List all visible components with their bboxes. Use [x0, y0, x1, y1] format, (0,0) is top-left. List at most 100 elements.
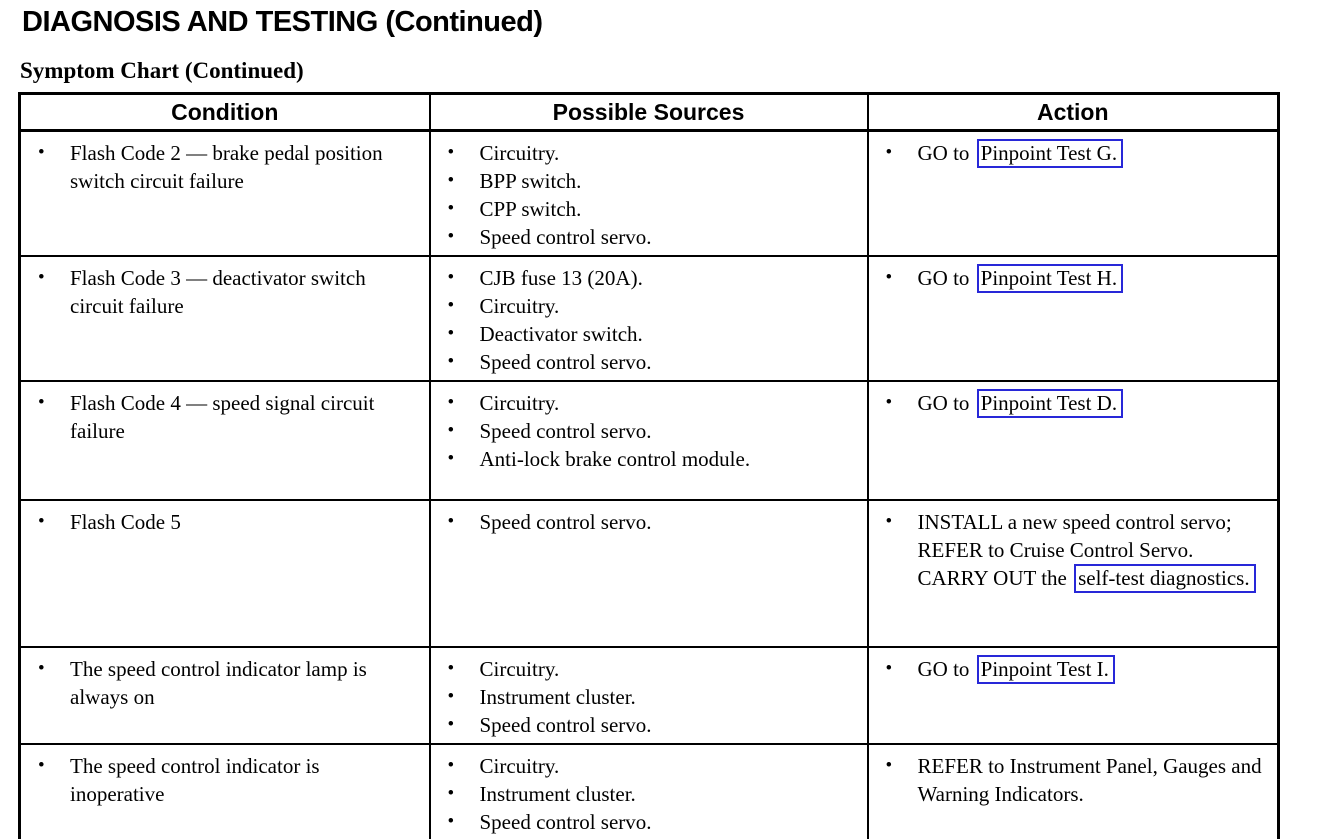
bullet-icon: •: [447, 351, 455, 372]
bullet-item: • Speed control servo.: [431, 223, 861, 251]
bullet-item: • INSTALL a new speed control servo; REFE…: [869, 508, 1272, 593]
condition-text: The speed control indicator is inoperati…: [70, 754, 320, 806]
action-text: GO to Pinpoint Test H.: [917, 264, 1272, 293]
possible-sources-cell: • Circuitry. • Instrument cluster. • Speed co…: [428, 743, 869, 839]
condition-cell: • Flash Code 3 — deactivator switch circu…: [18, 255, 431, 382]
bullet-icon: •: [447, 295, 455, 316]
bullet-icon: •: [885, 142, 893, 163]
action-cell: • GO to Pinpoint Test D.: [866, 380, 1280, 501]
possible-sources-cell: • Circuitry. • BPP switch. • CPP switch. • Spee…: [428, 129, 869, 257]
condition-cell: • Flash Code 4 — speed signal circuit fai…: [18, 380, 431, 501]
bullet-item: • Circuitry.: [431, 752, 861, 780]
action-text: REFER to Instrument Panel, Gauges and Wa…: [918, 752, 1272, 808]
bullet-icon: •: [447, 198, 455, 219]
bullet-item: • The speed control indicator lamp is alw…: [21, 655, 423, 711]
bullet-item: • GO to Pinpoint Test H.: [869, 264, 1272, 293]
source-item-text: BPP switch.: [479, 169, 582, 193]
condition-cell: • The speed control indicator is inoperat…: [18, 743, 431, 839]
bullet-item: • GO to Pinpoint Test D.: [869, 389, 1272, 418]
bullet-item: • BPP switch.: [431, 167, 861, 195]
source-item-text: Instrument cluster.: [479, 782, 636, 806]
bullet-item: • Circuitry.: [431, 655, 861, 683]
bullet-item: • Anti-lock brake control module.: [431, 445, 861, 473]
source-item-text: Speed control servo.: [479, 713, 652, 737]
possible-sources-cell: • CJB fuse 13 (20A). • Circuitry. • Deactivat…: [428, 255, 869, 382]
bullet-icon: •: [885, 755, 893, 776]
bullet-icon: •: [885, 392, 893, 413]
source-item-text: Speed control servo.: [479, 225, 652, 249]
source-item-text: Circuitry.: [479, 391, 560, 415]
condition-cell: • The speed control indicator lamp is alw…: [18, 646, 431, 745]
action-link[interactable]: self-test diagnostics.: [1074, 564, 1256, 593]
table-row: • Flash Code 4 — speed signal circuit fai…: [18, 380, 1280, 501]
source-item-text: Speed control servo.: [479, 810, 652, 834]
condition-text: Flash Code 4 — speed signal circuit fail…: [70, 391, 375, 443]
bullet-item: • GO to Pinpoint Test G.: [869, 139, 1272, 168]
table-row: • The speed control indicator lamp is alw…: [18, 646, 1280, 745]
bullet-item: • Speed control servo.: [431, 508, 861, 536]
bullet-icon: •: [447, 811, 455, 832]
action-text-segment: GO to: [917, 391, 975, 415]
bullet-item: • Instrument cluster.: [431, 780, 861, 808]
bullet-icon: •: [447, 420, 455, 441]
action-link[interactable]: Pinpoint Test H.: [976, 264, 1124, 293]
bullet-item: • Flash Code 4 — speed signal circuit fai…: [21, 389, 423, 445]
bullet-item: • Flash Code 5: [21, 508, 423, 536]
table-header-row: Condition Possible Sources Action: [18, 92, 1280, 132]
bullet-icon: •: [38, 392, 45, 413]
bullet-item: • The speed control indicator is inoperat…: [21, 752, 423, 808]
action-text: INSTALL a new speed control servo; REFER…: [917, 508, 1272, 593]
bullet-icon: •: [447, 686, 455, 707]
action-text-segment: GO to: [917, 141, 975, 165]
table-row: • Flash Code 3 — deactivator switch circu…: [18, 255, 1280, 382]
action-link[interactable]: Pinpoint Test G.: [976, 139, 1124, 168]
source-item-text: Circuitry.: [479, 294, 560, 318]
action-link[interactable]: Pinpoint Test D.: [976, 389, 1124, 418]
bullet-icon: •: [38, 658, 45, 679]
bullet-icon: •: [447, 323, 455, 344]
bullet-item: • Speed control servo.: [431, 348, 861, 376]
bullet-icon: •: [885, 511, 893, 532]
bullet-item: • Speed control servo.: [431, 711, 861, 739]
source-item-text: Instrument cluster.: [479, 685, 636, 709]
bullet-icon: •: [447, 226, 455, 247]
bullet-icon: •: [447, 783, 455, 804]
condition-text: Flash Code 2 — brake pedal position swit…: [70, 141, 383, 193]
bullet-icon: •: [38, 142, 45, 163]
bullet-item: • CJB fuse 13 (20A).: [431, 264, 861, 292]
action-text: GO to Pinpoint Test D.: [917, 389, 1272, 418]
bullet-icon: •: [38, 511, 45, 532]
action-cell: • INSTALL a new speed control servo; REFE…: [866, 499, 1280, 648]
action-cell: • GO to Pinpoint Test H.: [866, 255, 1280, 382]
source-item-text: Circuitry.: [479, 657, 560, 681]
condition-cell: • Flash Code 2 — brake pedal position swi…: [18, 129, 431, 257]
source-item-text: Circuitry.: [479, 141, 560, 165]
source-item-text: Anti-lock brake control module.: [479, 447, 751, 471]
bullet-item: • Flash Code 2 — brake pedal position swi…: [21, 139, 423, 195]
action-cell: • GO to Pinpoint Test I.: [866, 646, 1280, 745]
bullet-item: • GO to Pinpoint Test I.: [869, 655, 1272, 684]
page-title: DIAGNOSIS AND TESTING (Continued): [22, 6, 543, 38]
column-header-possible-sources: Possible Sources: [428, 92, 869, 132]
action-text-segment: GO to: [917, 266, 975, 290]
bullet-icon: •: [447, 448, 455, 469]
table-row: • The speed control indicator is inoperat…: [18, 743, 1280, 839]
section-subtitle: Symptom Chart (Continued): [20, 58, 304, 83]
bullet-item: • Deactivator switch.: [431, 320, 861, 348]
action-link[interactable]: Pinpoint Test I.: [976, 655, 1115, 684]
bullet-icon: •: [447, 267, 455, 288]
bullet-icon: •: [447, 755, 455, 776]
action-text-segment: GO to: [917, 657, 975, 681]
bullet-icon: •: [447, 511, 455, 532]
column-header-action: Action: [866, 92, 1280, 132]
table-row: • Flash Code 5 • Speed control servo. • INSTA…: [18, 499, 1280, 648]
bullet-icon: •: [447, 658, 455, 679]
condition-text: Flash Code 5: [70, 510, 181, 534]
source-item-text: CPP switch.: [479, 197, 582, 221]
source-item-text: CJB fuse 13 (20A).: [479, 266, 643, 290]
action-text-segment: INSTALL a new speed control servo; REFER…: [917, 510, 1232, 590]
bullet-item: • Speed control servo.: [431, 808, 861, 836]
action-text-segment: REFER to Instrument Panel, Gauges and Wa…: [917, 754, 1262, 806]
action-cell: • GO to Pinpoint Test G.: [866, 129, 1280, 257]
